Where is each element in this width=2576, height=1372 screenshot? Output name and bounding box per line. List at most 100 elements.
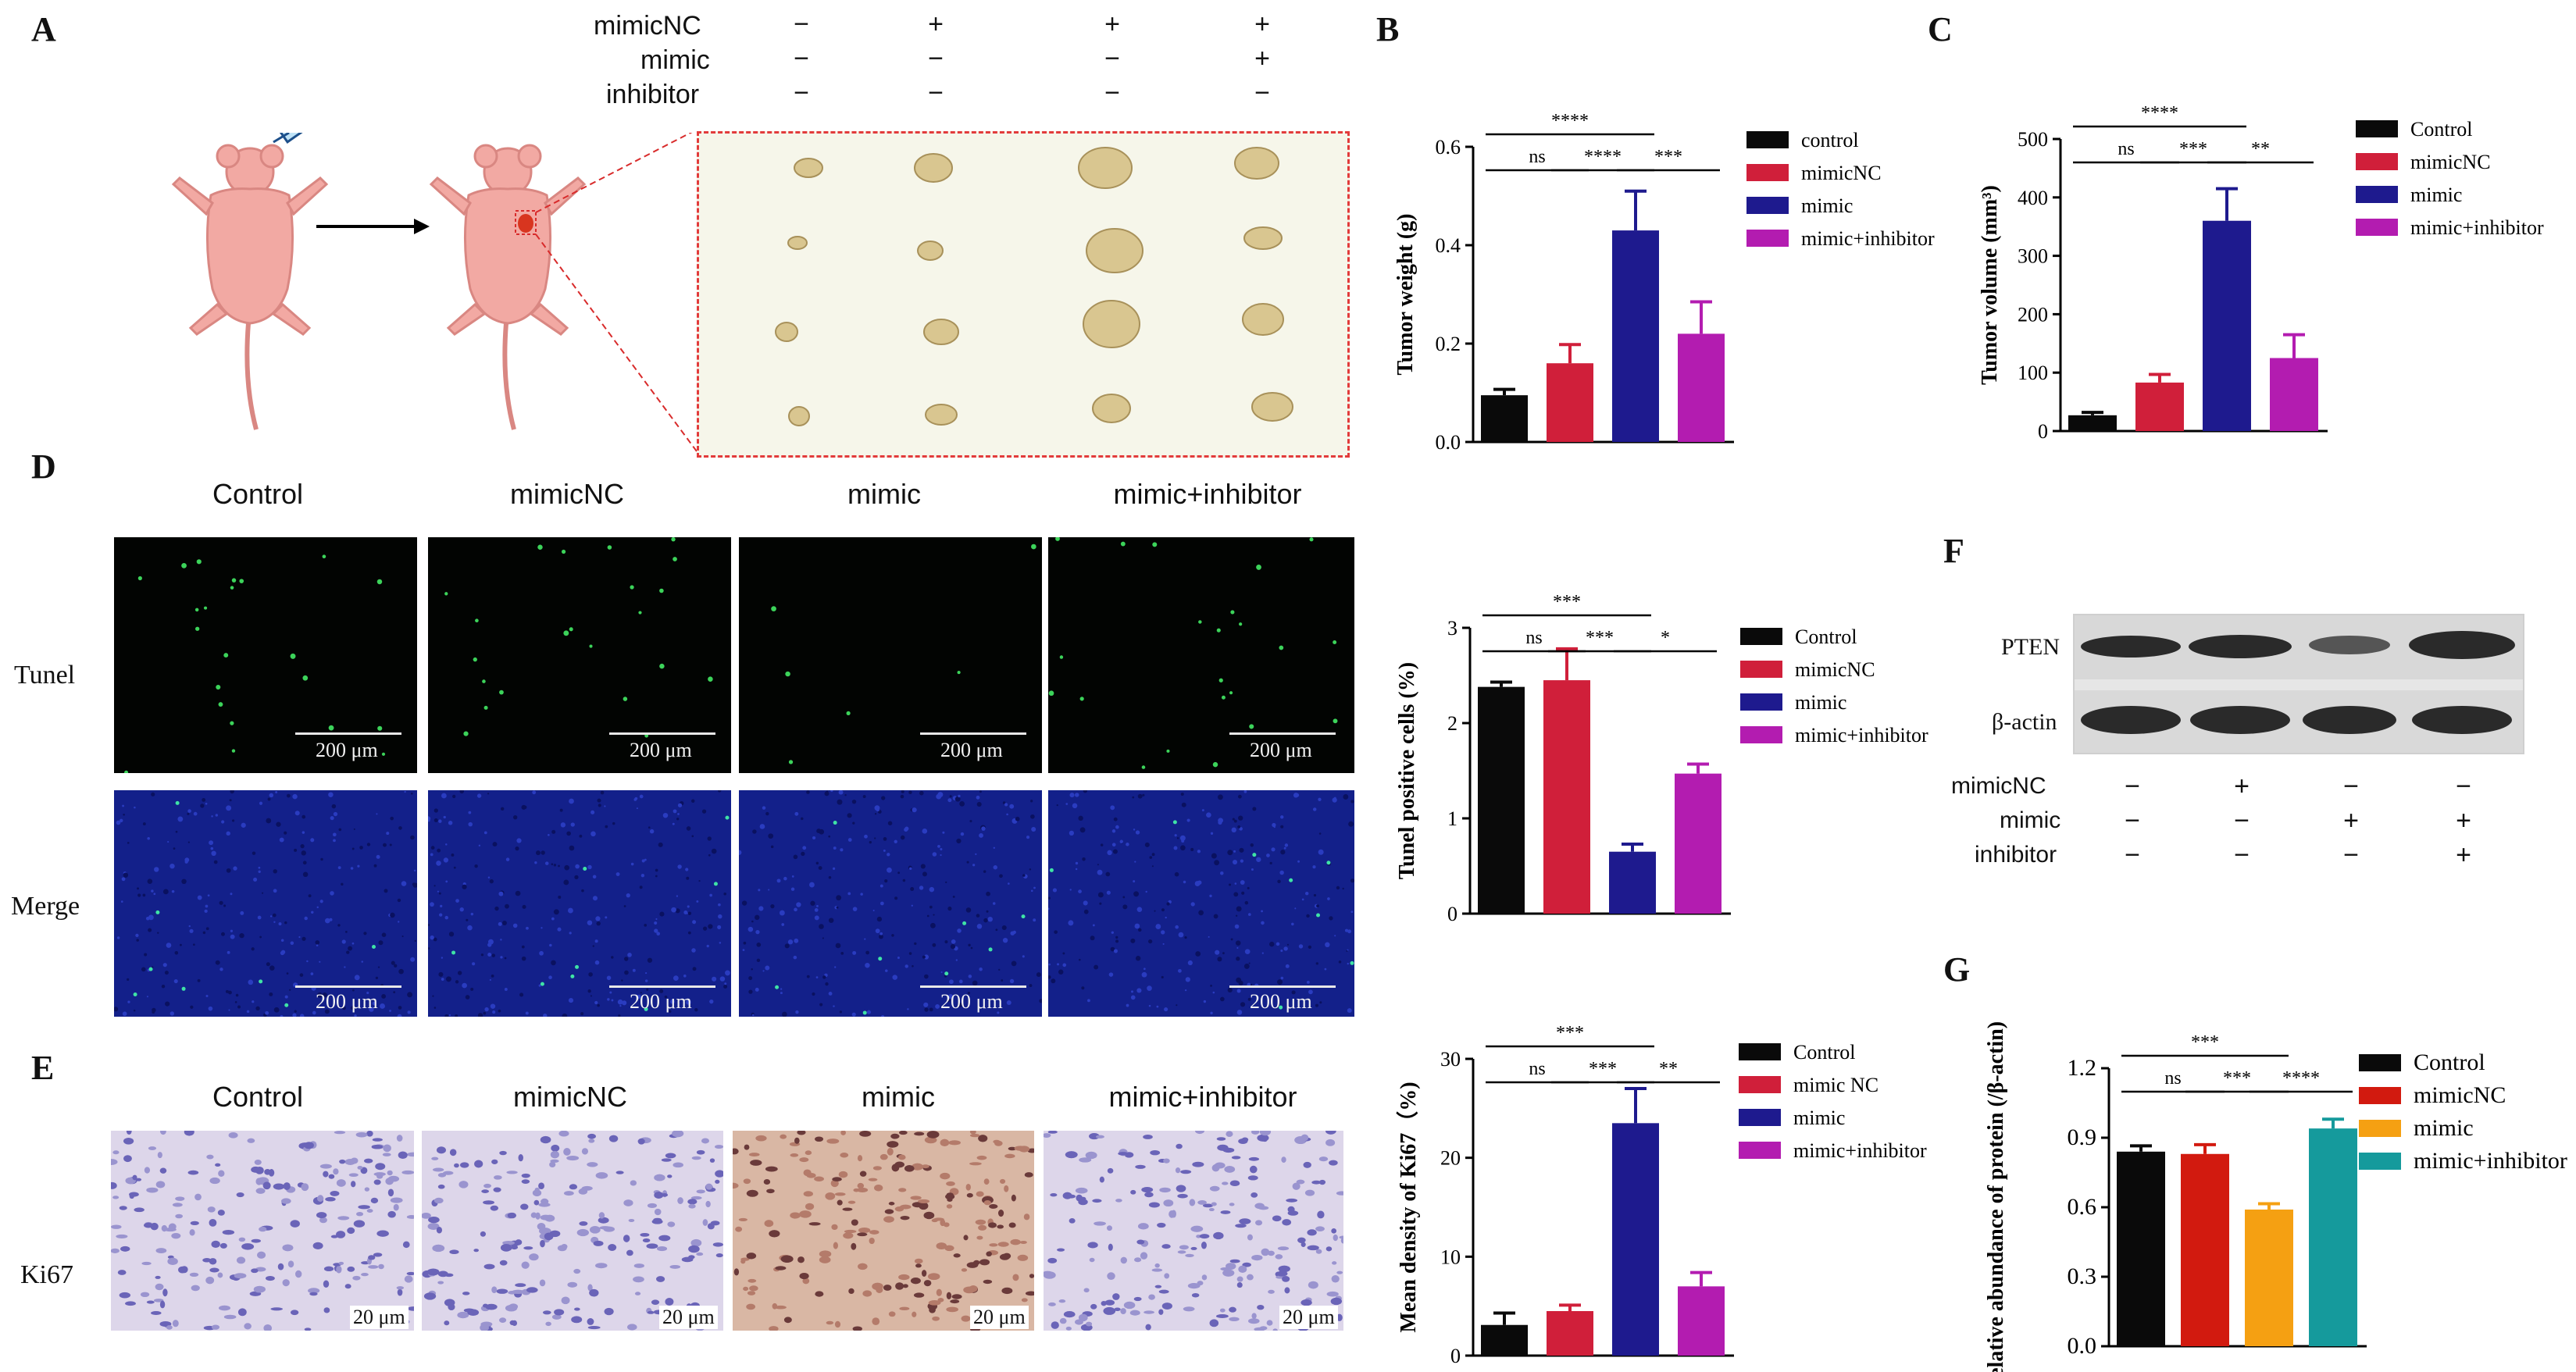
legend-label-B-1: mimicNC	[1801, 162, 1882, 184]
d-row-label-tunel: Tunel	[14, 661, 76, 690]
legend-label-D-0: Control	[1795, 625, 1857, 648]
e-col-label-mimicnc: mimicNC	[513, 1081, 627, 1113]
legend-label-B-2: mimic	[1801, 194, 1853, 217]
bar-E-1	[1547, 1311, 1593, 1356]
legend-label-G-2: mimic	[2414, 1115, 2474, 1141]
f-cond-2-0: −	[2125, 840, 2140, 870]
tunel-scale-label-0: 200 μm	[316, 739, 378, 761]
f-cond-1-0: −	[2125, 806, 2140, 836]
bar-B-3	[1678, 333, 1725, 442]
d-col-label-mimic: mimic	[847, 478, 921, 510]
bar-D-3	[1675, 773, 1721, 914]
f-cond-1-3: +	[2456, 806, 2471, 836]
ki67-micrograph-2	[733, 1131, 1034, 1331]
tunel-scale-label-2: 200 μm	[940, 739, 1003, 761]
bar-E-0	[1481, 1324, 1528, 1356]
a-cond-0-0: −	[794, 9, 809, 39]
scale-bar	[295, 985, 401, 988]
y-tick-label-B: 0.0	[1436, 431, 1461, 454]
d-col-label-mimicnc: mimicNC	[510, 478, 624, 510]
a-cond-0-1: +	[928, 9, 944, 39]
sig-label-G-1: ns	[2164, 1068, 2181, 1089]
merge-micrograph-0	[114, 790, 417, 1017]
sig-label-D-0: ***	[1553, 592, 1581, 612]
merge-micrograph-2	[739, 790, 1042, 1017]
legend-label-E-3: mimic+inhibitor	[1793, 1139, 1927, 1162]
y-tick-label-B: 0.2	[1436, 333, 1461, 355]
legend-label-B-3: mimic+inhibitor	[1801, 227, 1935, 250]
d-col-label-mimic-inhibitor: mimic+inhibitor	[1113, 478, 1302, 510]
legend-swatch-D-3	[1740, 726, 1782, 743]
a-cond-0-3: +	[1254, 9, 1270, 39]
y-tick-label-E: 10	[1440, 1245, 1461, 1268]
legend-swatch-E-0	[1739, 1043, 1781, 1060]
bar-G-2	[2245, 1209, 2293, 1346]
legend-swatch-G-0	[2359, 1054, 2401, 1071]
bar-C-2	[2203, 220, 2251, 431]
panel-letter-g: G	[1943, 950, 1971, 989]
ki67-scale-label-3: 20 μm	[1279, 1306, 1338, 1329]
legend-swatch-G-1	[2359, 1087, 2401, 1104]
merge-scale-label-0: 200 μm	[316, 990, 378, 1013]
tunel-micrograph-1	[428, 537, 731, 773]
ki67-micrograph-1	[422, 1131, 723, 1331]
bar-E-3	[1678, 1286, 1725, 1356]
bar-E-2	[1612, 1123, 1659, 1356]
scale-bar	[920, 732, 1026, 735]
sig-label-C-0: ****	[2141, 103, 2178, 123]
y-tick-label-C: 200	[2018, 303, 2048, 326]
scale-bar	[609, 985, 715, 988]
a-cond-1-3: +	[1254, 44, 1270, 73]
sig-label-C-2: ***	[2179, 139, 2207, 159]
legend-label-C-3: mimic+inhibitor	[2410, 216, 2544, 239]
legend-swatch-B-2	[1746, 197, 1789, 214]
y-tick-label-G: 1.2	[2068, 1055, 2097, 1081]
bar-G-3	[2309, 1128, 2357, 1346]
d-row-label-merge: Merge	[11, 892, 80, 921]
panel-letter-d: D	[31, 447, 56, 486]
ki67-scale-label-2: 20 μm	[970, 1306, 1029, 1329]
y-tick-label-E: 30	[1440, 1048, 1461, 1071]
legend-swatch-E-1	[1739, 1076, 1781, 1093]
y-tick-label-C: 300	[2018, 245, 2048, 268]
sig-label-E-0: ***	[1556, 1023, 1584, 1043]
legend-swatch-D-0	[1740, 628, 1782, 645]
legend-label-G-1: mimicNC	[2414, 1082, 2506, 1108]
a-cond-2-3: −	[1254, 78, 1270, 108]
ki67-micrograph-3	[1044, 1131, 1343, 1331]
y-axis-label-B: Tumor weight (g)	[1393, 214, 1418, 376]
legend-swatch-C-1	[2356, 153, 2398, 170]
tunel-micrograph-2	[739, 537, 1042, 773]
tumor-highlight	[515, 133, 698, 452]
legend-label-C-1: mimicNC	[2410, 151, 2491, 173]
legend-label-B-0: control	[1801, 129, 1859, 151]
a-cond-1-2: −	[1104, 44, 1120, 73]
y-tick-label-B: 0.4	[1436, 234, 1461, 257]
a-cond-0-2: +	[1104, 9, 1120, 39]
band-label-pten: PTEN	[2001, 634, 2060, 660]
legend-swatch-B-0	[1746, 131, 1789, 148]
e-col-label-mimic: mimic	[862, 1081, 935, 1113]
tunel-scale-label-1: 200 μm	[630, 739, 692, 761]
scale-bar	[1229, 985, 1336, 988]
bar-B-0	[1481, 395, 1528, 442]
e-col-label-control: Control	[212, 1081, 304, 1113]
scale-bar	[609, 732, 715, 735]
sig-label-C-1: ns	[2118, 139, 2134, 159]
y-tick-label-D: 0	[1447, 903, 1457, 925]
scale-bar	[920, 985, 1026, 988]
legend-label-G-0: Control	[2414, 1049, 2485, 1075]
y-tick-label-G: 0.9	[2068, 1124, 2097, 1150]
f-cond-1-2: +	[2343, 806, 2359, 836]
panel-letter-a: A	[31, 10, 56, 48]
f-cond-0-1: +	[2234, 772, 2250, 801]
y-tick-label-B: 0.6	[1436, 136, 1461, 159]
e-col-label-mimic-inhibitor: mimic+inhibitor	[1108, 1081, 1297, 1113]
bar-D-0	[1478, 686, 1525, 914]
scale-bar	[295, 732, 401, 735]
y-axis-label-G: Relative abundance of protein (/β-actin)	[1984, 1021, 2008, 1372]
bar-G-1	[2181, 1153, 2229, 1346]
western-blot	[2073, 614, 2524, 754]
legend-label-G-3: mimic+inhibitor	[2414, 1148, 2567, 1174]
